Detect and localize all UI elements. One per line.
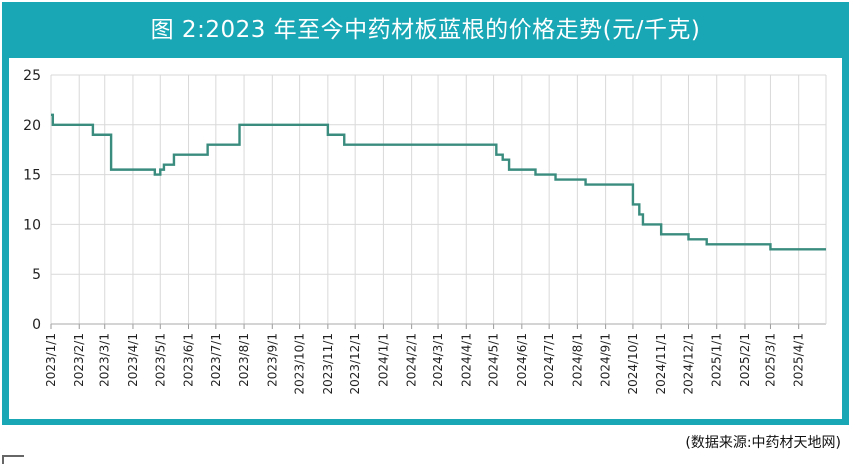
- x-tick-label: 2025/1/1: [710, 333, 724, 387]
- x-tick-label: 2024/8/1: [570, 333, 584, 387]
- y-tick-label: 25: [23, 68, 41, 84]
- x-tick-label: 2024/5/1: [487, 333, 501, 387]
- x-tick-label: 2023/1/1: [44, 333, 58, 387]
- y-tick-label: 20: [23, 118, 41, 134]
- x-tick-label: 2023/9/1: [265, 333, 279, 387]
- y-tick-label: 10: [23, 217, 41, 233]
- x-tick-label: 2025/4/1: [792, 333, 806, 387]
- x-tick-label: 2023/3/1: [98, 333, 112, 387]
- x-tick-label: 2024/2/1: [405, 333, 419, 387]
- x-tick-label: 2024/12/1: [681, 333, 695, 395]
- x-tick-label: 2023/12/1: [348, 333, 362, 395]
- x-tick-label: 2024/6/1: [515, 333, 529, 387]
- x-tick-label: 2025/3/1: [763, 333, 777, 387]
- series-line: [51, 113, 826, 251]
- x-tick-label: 2024/11/1: [654, 333, 668, 395]
- x-tick-label: 2023/11/1: [321, 333, 335, 395]
- x-tick-label: 2025/2/1: [738, 333, 752, 387]
- x-tick-label: 2023/7/1: [209, 333, 223, 387]
- x-tick-label: 2024/10/1: [626, 333, 640, 395]
- y-tick-label: 0: [32, 317, 41, 333]
- x-tick-label: 2024/9/1: [599, 333, 613, 387]
- x-tick-label: 2024/7/1: [542, 333, 556, 387]
- x-tick-label: 2023/5/1: [153, 333, 167, 387]
- x-tick-label: 2024/3/1: [431, 333, 445, 387]
- x-tick-label: 2023/4/1: [126, 333, 140, 387]
- price-line-chart: 0 5 10 15 20 25 2023/1/1 2023/2/1 2023/3/1 2023/4…: [23, 68, 827, 395]
- page-corner-mark: [2, 455, 24, 464]
- chart-frame: 图 2:2023 年至今中药材板蓝根的价格走势(元/千克) 0 5 10 15 20 25…: [2, 2, 849, 425]
- x-tick-label: 2023/8/1: [237, 333, 251, 387]
- chart-title: 图 2:2023 年至今中药材板蓝根的价格走势(元/千克): [150, 17, 701, 43]
- x-tick-label: 2024/4/1: [459, 333, 473, 387]
- y-tick-label: 15: [23, 168, 41, 184]
- x-tick-label: 2024/1/1: [376, 333, 390, 387]
- y-tick-label: 5: [32, 267, 41, 283]
- plot-panel: 0 5 10 15 20 25 2023/1/1 2023/2/1 2023/3/1 2023/4…: [9, 58, 842, 419]
- x-tick-label: 2023/2/1: [72, 333, 86, 387]
- x-tick-label: 2023/10/1: [293, 333, 307, 395]
- x-tick-label: 2023/6/1: [182, 333, 196, 387]
- data-source-note: (数据来源:中药材天地网): [685, 435, 841, 451]
